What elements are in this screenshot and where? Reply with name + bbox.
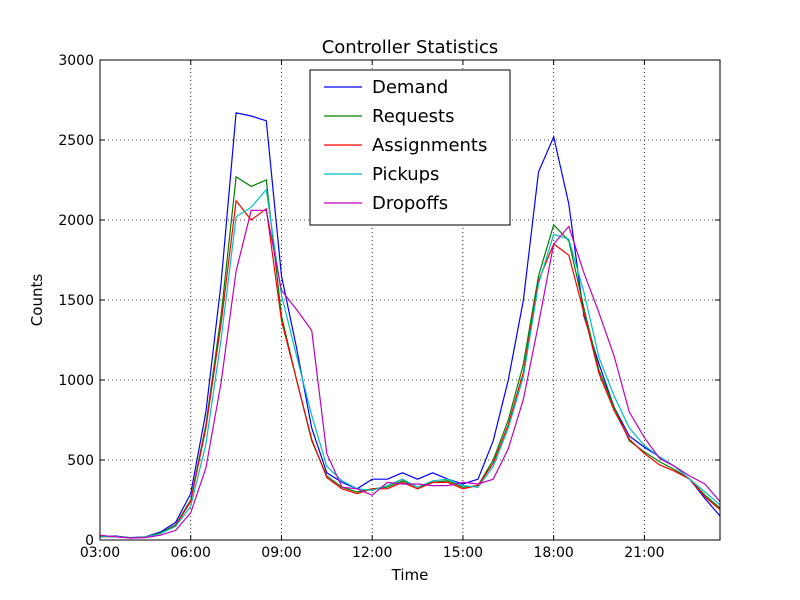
x-tick-label: 15:00 [443,545,483,561]
y-tick-label: 2000 [58,213,94,229]
x-tick-label: 06:00 [171,545,211,561]
y-tick-label: 1000 [58,373,94,389]
series-line-dropoffs [99,209,721,539]
legend-label-pickups: Pickups [372,164,439,185]
legend-label-demand: Demand [372,77,448,98]
series-line-pickups [99,188,721,539]
x-tick-label: 21:00 [624,545,664,561]
x-tick-label: 18:00 [533,545,573,561]
x-axis-label: Time [391,566,429,584]
y-tick-label: 0 [85,533,94,549]
y-axis-label: Counts [28,274,46,327]
y-tick-label: 3000 [58,53,94,69]
x-tick-label: 03:00 [80,545,120,561]
legend: Demand Requests Assignments Pickups Dropoffs [309,69,511,226]
legend-box [309,69,511,226]
legend-label-requests: Requests [372,106,455,127]
legend-label-assignments: Assignments [372,135,487,156]
y-tick-label: 1500 [58,293,94,309]
chart-title: Controller Statistics [322,37,499,58]
y-tick-label: 500 [67,453,94,469]
x-tick-label: 12:00 [352,545,392,561]
x-tick-label: 09:00 [261,545,301,561]
y-tick-label: 2500 [58,133,94,149]
legend-label-dropoffs: Dropoffs [372,193,448,214]
series-line-assignments [99,199,721,539]
